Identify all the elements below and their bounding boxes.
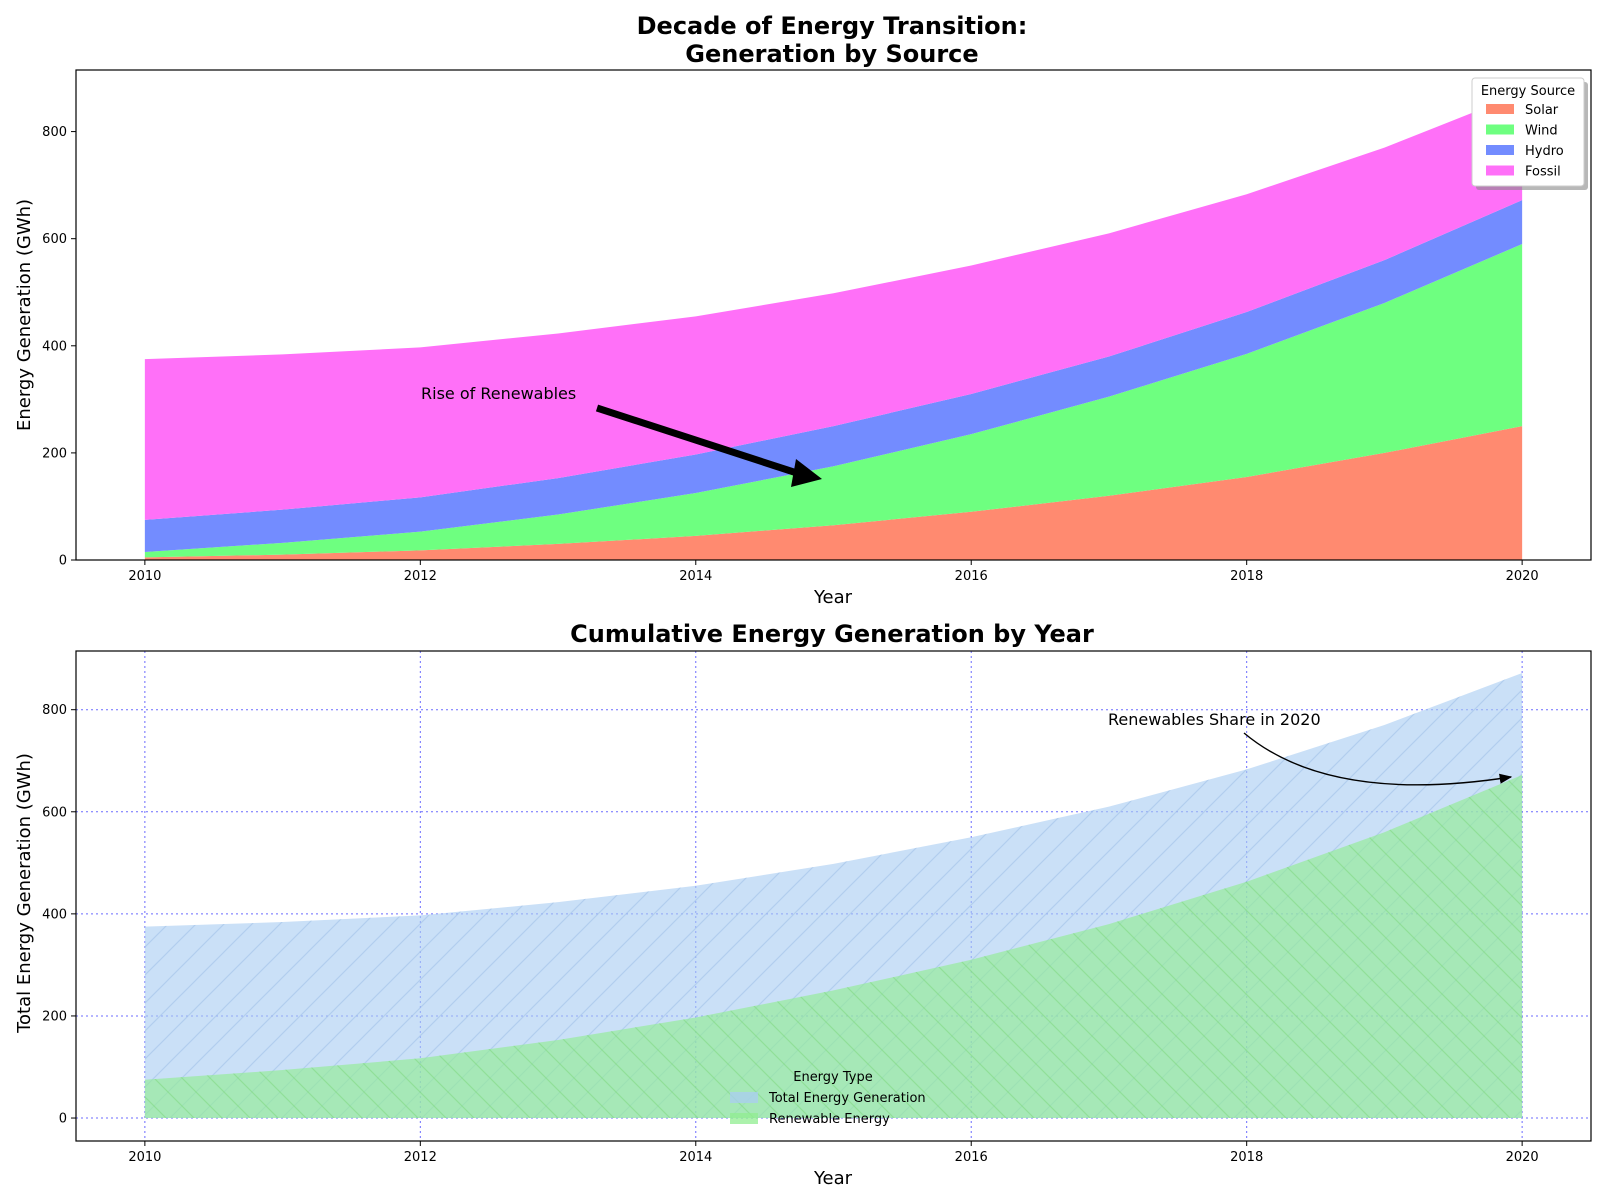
chart2-y-tick-label: 200 — [42, 1009, 67, 1024]
chart2-x-tick-label: 2014 — [679, 1150, 712, 1165]
legend-label-total-energy-generation: Total Energy Generation — [768, 1091, 926, 1106]
chart1-annotation-arrow — [595, 404, 805, 479]
chart1-x-tick-label: 2014 — [679, 569, 712, 584]
legend-label-solar: Solar — [1525, 103, 1559, 118]
legend-swatch-hydro — [1486, 145, 1514, 155]
chart1-x-tick-label: 2010 — [128, 569, 161, 584]
chart2-x-tick-label: 2020 — [1506, 1150, 1539, 1165]
legend-label-fossil: Fossil — [1525, 165, 1561, 180]
legend-swatch-fossil — [1486, 165, 1514, 176]
chart1-legend-items: Solar Wind Hydro Fossil — [1486, 103, 1564, 180]
legend-swatch-total-energy-generation — [730, 1092, 758, 1103]
chart2-legend: Energy Type Total Energy Generation Renew… — [730, 1070, 926, 1127]
legend-label-renewable-energy: Renewable Energy — [769, 1112, 890, 1127]
area-wind — [144, 244, 1523, 558]
chart-cumulative-generation: Cumulative Energy Generation by Year 201… — [14, 620, 1592, 1189]
chart1-title-line-1: Decade of Energy Transition: — [637, 12, 1028, 40]
chart2-plot-areas — [144, 672, 1523, 1119]
chart2-y-ticks: 0 200 400 600 800 — [42, 703, 76, 1127]
chart2-x-axis-label: Year — [813, 1168, 853, 1189]
chart2-annotation-arrow — [1243, 732, 1513, 786]
chart2-annotation-text: Renewables Share in 2020 — [1108, 710, 1321, 729]
area-hydro — [144, 200, 1523, 552]
chart1-y-tick-label: 800 — [42, 125, 67, 140]
chart1-x-tick-label: 2018 — [1230, 569, 1263, 584]
chart1-y-ticks: 0 200 400 600 800 — [42, 125, 76, 569]
chart1-y-tick-label: 0 — [59, 554, 67, 569]
chart1-x-tick-label: 2020 — [1506, 569, 1539, 584]
chart2-y-tick-label: 600 — [42, 805, 67, 820]
chart1-x-ticks: 2010 2012 2014 2016 2018 2020 — [128, 560, 1539, 584]
chart2-title: Cumulative Energy Generation by Year — [570, 620, 1094, 648]
chart1-y-tick-label: 400 — [42, 339, 67, 354]
chart2-x-tick-label: 2018 — [1230, 1150, 1263, 1165]
chart1-x-axis-label: Year — [813, 587, 853, 608]
area-renewable-energy-hatch — [144, 775, 1523, 1119]
chart2-plot-frame — [75, 650, 1592, 1142]
chart2-y-tick-label: 400 — [42, 907, 67, 922]
chart1-annotation: Rise of Renewables — [421, 384, 822, 487]
chart1-plot-frame — [75, 69, 1592, 561]
area-solar — [144, 426, 1523, 560]
chart2-x-tick-label: 2010 — [128, 1150, 161, 1165]
chart2-x-tick-label: 2016 — [955, 1150, 988, 1165]
chart2-legend-title: Energy Type — [793, 1070, 873, 1085]
chart1-y-tick-label: 200 — [42, 446, 67, 461]
legend-swatch-renewable-energy — [730, 1113, 758, 1124]
area-fossil — [144, 93, 1523, 520]
chart2-x-tick-label: 2012 — [404, 1150, 437, 1165]
chart1-y-axis-label: Energy Generation (GWh) — [14, 199, 35, 431]
chart2-y-axis-label: Total Energy Generation (GWh) — [14, 753, 35, 1034]
chart2-x-ticks: 2010 2012 2014 2016 2018 2020 — [128, 1141, 1539, 1165]
chart1-x-tick-label: 2016 — [955, 569, 988, 584]
chart1-plot-areas — [144, 93, 1523, 560]
chart-generation-by-source: Decade of Energy Transition: Generation … — [14, 12, 1592, 608]
chart2-legend-items: Total Energy Generation Renewable Energy — [730, 1091, 926, 1127]
chart2-y-tick-label: 0 — [59, 1112, 67, 1127]
chart1-annotation-text: Rise of Renewables — [421, 384, 576, 403]
chart1-legend-title: Energy Source — [1481, 84, 1575, 99]
chart1-title-line-2: Generation by Source — [685, 40, 978, 68]
legend-label-wind: Wind — [1525, 124, 1558, 139]
chart1-x-tick-label: 2012 — [404, 569, 437, 584]
legend-swatch-solar — [1486, 104, 1514, 114]
legend-label-hydro: Hydro — [1525, 144, 1564, 159]
legend-swatch-wind — [1486, 124, 1514, 135]
chart2-annotation: Renewables Share in 2020 — [1108, 710, 1513, 786]
chart1-y-tick-label: 600 — [42, 232, 67, 247]
chart1-legend: Energy Source Solar Wind Hydro Fossil — [1471, 77, 1588, 190]
chart1-annotation-arrowhead — [791, 459, 822, 487]
chart2-y-tick-label: 800 — [42, 703, 67, 718]
